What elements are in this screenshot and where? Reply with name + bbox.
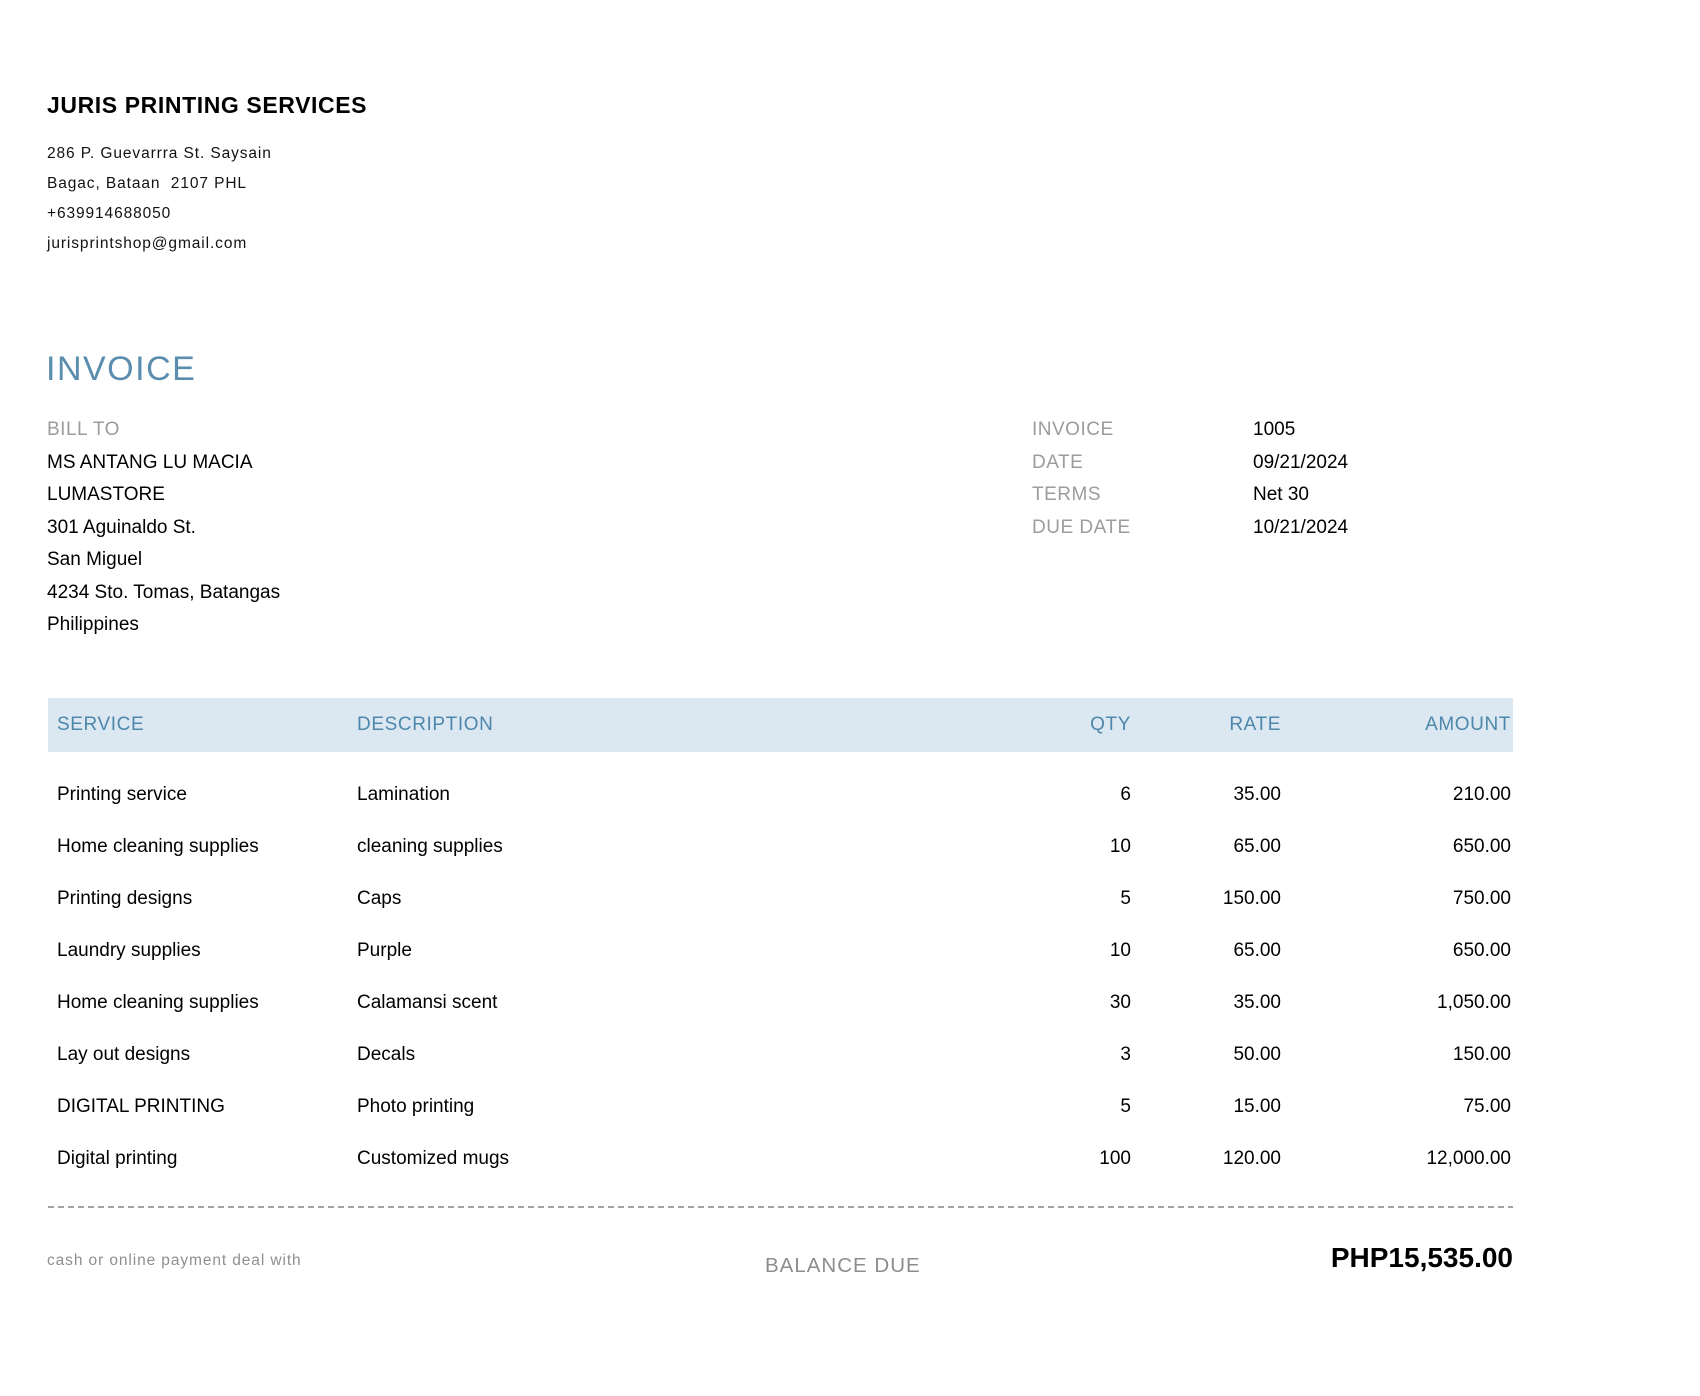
company-phone: +639914688050: [47, 205, 172, 222]
cell-rate: 150.00: [1222, 888, 1281, 909]
bill-to-address-line: 301 Aguinaldo St.: [47, 516, 196, 538]
bill-to-address-line: 4234 Sto. Tomas, Batangas: [47, 581, 281, 603]
cell-qty: 30: [1109, 992, 1131, 1013]
balance-due-label: BALANCE DUE: [765, 1254, 921, 1277]
cell-amount: 75.00: [1463, 1096, 1511, 1117]
table-row: Digital printing Customized mugs 100 120…: [48, 1133, 1513, 1185]
cell-qty: 5: [1120, 1096, 1131, 1117]
table-row: DIGITAL PRINTING Photo printing 5 15.00 …: [48, 1081, 1513, 1133]
company-address-line: Bagac, Bataan 2107 PHL: [47, 175, 247, 192]
cell-description: Decals: [357, 1044, 416, 1065]
meta-row-terms: TERMS Net 30: [1032, 479, 1348, 512]
cell-description: Customized mugs: [357, 1148, 510, 1169]
meta-label-date: DATE: [1032, 451, 1084, 473]
cell-rate: 35.00: [1233, 992, 1281, 1013]
cell-description: Calamansi scent: [357, 992, 498, 1013]
meta-label-due-date: DUE DATE: [1032, 516, 1131, 538]
meta-row-due-date: DUE DATE 10/21/2024: [1032, 512, 1348, 545]
cell-amount: 150.00: [1452, 1044, 1511, 1065]
bill-to-company: LUMASTORE: [47, 484, 165, 505]
cell-qty: 10: [1109, 836, 1131, 857]
invoice-title: INVOICE: [46, 350, 197, 388]
table-row: Printing service Lamination 6 35.00 210.…: [48, 769, 1513, 821]
cell-qty: 6: [1120, 784, 1131, 805]
cell-rate: 65.00: [1233, 940, 1281, 961]
cell-service: Printing service: [57, 784, 187, 805]
line-items-table: SERVICE DESCRIPTION QTY RATE AMOUNT Prin…: [48, 698, 1513, 1185]
company-address-line: 286 P. Guevarrra St. Saysain: [47, 145, 272, 162]
table-row: Printing designs Caps 5 150.00 750.00: [48, 873, 1513, 925]
cell-rate: 50.00: [1233, 1044, 1281, 1065]
meta-row-invoice-number: INVOICE 1005: [1032, 414, 1348, 447]
cell-service: Home cleaning supplies: [57, 836, 259, 857]
meta-value-invoice-number: 1005: [1253, 419, 1296, 441]
meta-row-date: DATE 09/21/2024: [1032, 447, 1348, 480]
cell-description: Purple: [357, 940, 412, 961]
cell-rate: 120.00: [1222, 1148, 1281, 1169]
letterhead: JURIS PRINTING SERVICES 286 P. Guevarrra…: [47, 92, 367, 259]
table-header-row: SERVICE DESCRIPTION QTY RATE AMOUNT: [48, 698, 1513, 752]
cell-description: Caps: [357, 888, 402, 909]
cell-amount: 12,000.00: [1426, 1148, 1511, 1169]
meta-label-terms: TERMS: [1032, 484, 1101, 506]
meta-value-due-date: 10/21/2024: [1253, 516, 1349, 538]
meta-value-terms: Net 30: [1253, 484, 1309, 506]
company-name: JURIS PRINTING SERVICES: [47, 92, 368, 118]
cell-description: Photo printing: [357, 1096, 475, 1117]
table-spacer-row: [48, 752, 1513, 769]
cell-qty: 100: [1099, 1148, 1131, 1169]
table-row: Laundry supplies Purple 10 65.00 650.00: [48, 925, 1513, 977]
company-address: 286 P. Guevarrra St. Saysain Bagac, Bata…: [47, 139, 367, 259]
table-row: Home cleaning supplies Calamansi scent 3…: [48, 977, 1513, 1029]
cell-service: Lay out designs: [57, 1044, 191, 1065]
cell-amount: 750.00: [1452, 888, 1511, 909]
bill-to-address-line: Philippines: [47, 614, 139, 635]
cell-qty: 3: [1120, 1044, 1131, 1065]
meta-value-date: 09/21/2024: [1253, 451, 1349, 473]
meta-label-invoice: INVOICE: [1032, 419, 1114, 441]
column-header-service: SERVICE: [48, 698, 348, 752]
cell-rate: 15.00: [1233, 1096, 1281, 1117]
cell-qty: 10: [1109, 940, 1131, 961]
company-email: jurisprintshop@gmail.com: [47, 235, 248, 252]
payment-note: cash or online payment deal with: [47, 1252, 302, 1269]
column-header-description: DESCRIPTION: [348, 698, 838, 752]
cell-description: cleaning supplies: [357, 836, 503, 857]
balance-due-amount: PHP15,535.00: [1330, 1242, 1513, 1273]
cell-description: Lamination: [357, 784, 450, 805]
cell-service: Laundry supplies: [57, 940, 201, 961]
invoice-meta: INVOICE 1005 DATE 09/21/2024 TERMS Net 3…: [1032, 414, 1348, 544]
column-header-rate: RATE: [1133, 698, 1283, 752]
cell-amount: 1,050.00: [1437, 992, 1511, 1013]
dashed-divider: [48, 1206, 1513, 1208]
cell-qty: 5: [1120, 888, 1131, 909]
bill-to-label: BILL TO: [47, 419, 120, 440]
table-row: Home cleaning supplies cleaning supplies…: [48, 821, 1513, 873]
cell-amount: 650.00: [1452, 940, 1511, 961]
cell-amount: 210.00: [1452, 784, 1511, 805]
column-header-qty: QTY: [838, 698, 1133, 752]
cell-rate: 35.00: [1233, 784, 1281, 805]
column-header-amount: AMOUNT: [1283, 698, 1513, 752]
cell-service: Printing designs: [57, 888, 193, 909]
bill-to-address-line: San Miguel: [47, 549, 143, 570]
cell-service: Digital printing: [57, 1148, 178, 1169]
cell-amount: 650.00: [1452, 836, 1511, 857]
cell-rate: 65.00: [1233, 836, 1281, 857]
table-row: Lay out designs Decals 3 50.00 150.00: [48, 1029, 1513, 1081]
bill-to-name: MS ANTANG LU MACIA: [47, 451, 253, 473]
cell-service: DIGITAL PRINTING: [57, 1096, 225, 1117]
bill-to-section: BILL TO MS ANTANG LU MACIA LUMASTORE 301…: [47, 414, 280, 642]
cell-service: Home cleaning supplies: [57, 992, 259, 1013]
